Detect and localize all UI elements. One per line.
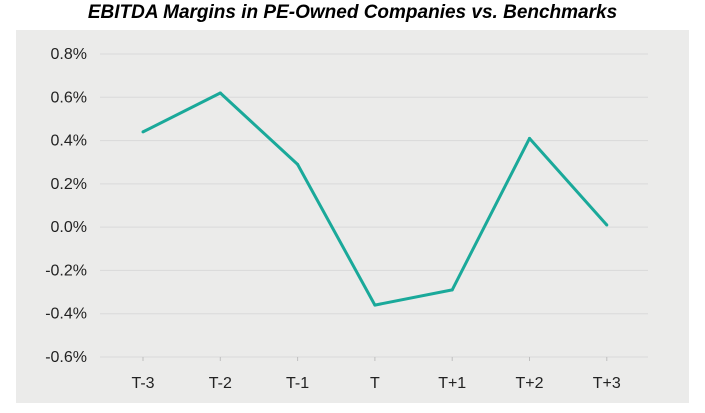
data-point <box>605 223 609 227</box>
y-tick-label: 0.8% <box>51 46 87 63</box>
x-tick-label: T+2 <box>515 375 543 392</box>
y-tick-label: -0.2% <box>45 262 87 279</box>
plot-background <box>16 30 689 403</box>
data-point <box>373 303 377 307</box>
series-layer <box>141 91 609 307</box>
data-point <box>141 130 145 134</box>
y-tick-label: 0.2% <box>51 176 87 193</box>
data-point <box>296 162 300 166</box>
x-tick-label: T+1 <box>438 375 466 392</box>
series-line <box>142 91 608 307</box>
y-tick-label: 0.0% <box>51 219 87 236</box>
y-tick-label: 0.6% <box>51 89 87 106</box>
x-tick-label: T <box>370 375 380 392</box>
x-tick-label: T-2 <box>209 375 232 392</box>
y-axis: 0.8% 0.6% 0.4% 0.2% 0.0% -0.2% -0.4% -0.6% <box>45 46 87 366</box>
x-tick-label: T+3 <box>593 375 621 392</box>
data-point <box>450 288 454 292</box>
x-axis: T-3 T-2 T-1 T T+1 T+2 T+3 <box>131 357 621 392</box>
y-tick-label: -0.4% <box>45 306 87 323</box>
x-tick-label: T-3 <box>131 375 154 392</box>
data-point <box>528 136 531 140</box>
y-tick-label: 0.4% <box>51 133 87 150</box>
data-point <box>218 91 222 95</box>
gridlines <box>100 53 648 358</box>
x-tick-label: T-1 <box>286 375 309 392</box>
chart-title: EBITDA Margins in PE-Owned Companies vs.… <box>87 2 618 23</box>
y-tick-label: -0.6% <box>45 349 87 366</box>
